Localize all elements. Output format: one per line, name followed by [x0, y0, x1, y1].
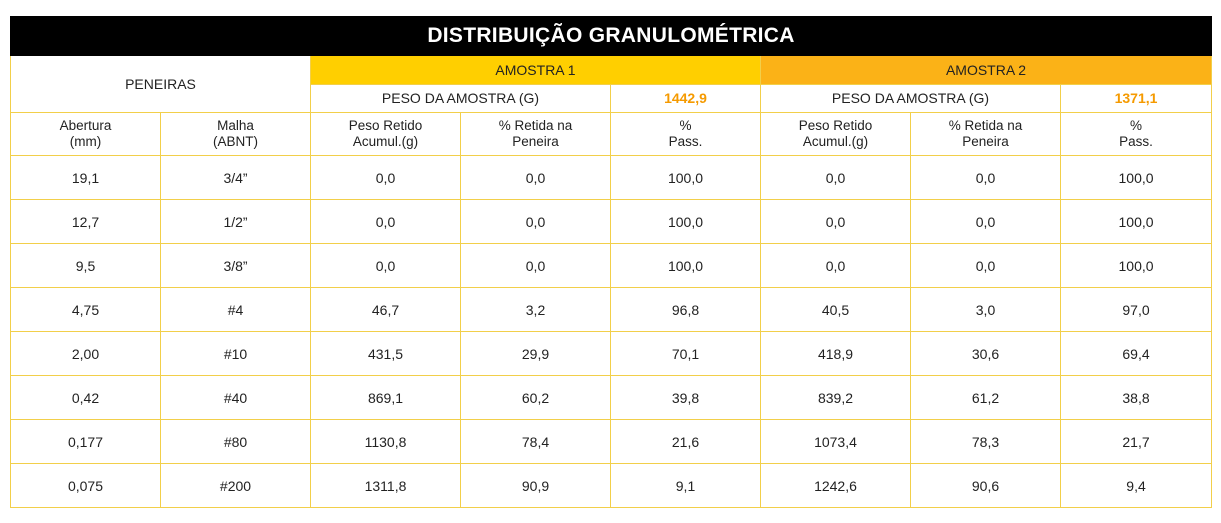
granulometry-table-container: DISTRIBUIÇÃO GRANULOMÉTRICA PENEIRAS AMO… — [9, 16, 1213, 508]
cell-peso-retido-2: 418,9 — [760, 331, 911, 376]
cell-peso-retido-1: 0,0 — [310, 155, 461, 200]
cell-pct-pass-1: 100,0 — [610, 243, 761, 288]
cell-peso-retido-2: 839,2 — [760, 375, 911, 420]
cell-abertura: 0,42 — [10, 375, 161, 420]
cell-pct-retida-2: 0,0 — [910, 199, 1061, 244]
cell-pct-pass-2: 21,7 — [1059, 419, 1213, 464]
cell-malha: #40 — [160, 375, 311, 420]
cell-pct-retida-1: 90,9 — [460, 463, 611, 508]
col-header-pct-pass-1: % Pass. — [610, 112, 761, 156]
table-row: 4,75 #4 46,7 3,2 96,8 40,5 3,0 97,0 — [10, 287, 1213, 332]
granulometry-table: DISTRIBUIÇÃO GRANULOMÉTRICA PENEIRAS AMO… — [9, 16, 1213, 508]
cell-pct-retida-1: 0,0 — [460, 243, 611, 288]
col-header-pct-retida-1: % Retida na Peneira — [460, 112, 611, 156]
cell-pct-retida-1: 60,2 — [460, 375, 611, 420]
cell-peso-retido-1: 431,5 — [310, 331, 461, 376]
cell-pct-retida-1: 0,0 — [460, 155, 611, 200]
cell-malha: 1/2” — [160, 199, 311, 244]
cell-malha: 3/4” — [160, 155, 311, 200]
table-row: 9,5 3/8” 0,0 0,0 100,0 0,0 0,0 100,0 — [10, 243, 1213, 288]
cell-peso-retido-1: 0,0 — [310, 243, 461, 288]
cell-pct-retida-1: 3,2 — [460, 287, 611, 332]
cell-pct-pass-1: 39,8 — [610, 375, 761, 420]
cell-pct-pass-1: 70,1 — [610, 331, 761, 376]
col-header-malha: Malha (ABNT) — [160, 112, 311, 156]
cell-abertura: 2,00 — [10, 331, 161, 376]
cell-pct-retida-2: 78,3 — [910, 419, 1061, 464]
cell-pct-retida-1: 78,4 — [460, 419, 611, 464]
cell-malha: #4 — [160, 287, 311, 332]
cell-pct-retida-1: 0,0 — [460, 199, 611, 244]
cell-pct-retida-2: 90,6 — [910, 463, 1061, 508]
cell-pct-retida-1: 29,9 — [460, 331, 611, 376]
cell-abertura: 19,1 — [10, 155, 161, 200]
col-header-pct-pass-2: % Pass. — [1059, 112, 1213, 156]
cell-pct-pass-1: 21,6 — [610, 419, 761, 464]
peneiras-header: PENEIRAS — [10, 55, 311, 113]
amostra1-peso-value: 1442,9 — [610, 83, 761, 113]
cell-peso-retido-1: 1311,8 — [310, 463, 461, 508]
cell-peso-retido-1: 1130,8 — [310, 419, 461, 464]
table-row: 0,075 #200 1311,8 90,9 9,1 1242,6 90,6 9… — [10, 463, 1213, 508]
cell-abertura: 4,75 — [10, 287, 161, 332]
cell-pct-retida-2: 3,0 — [910, 287, 1061, 332]
cell-pct-retida-2: 61,2 — [910, 375, 1061, 420]
cell-pct-retida-2: 30,6 — [910, 331, 1061, 376]
cell-pct-pass-2: 100,0 — [1059, 199, 1213, 244]
amostra1-peso-label: PESO DA AMOSTRA (G) — [310, 83, 611, 113]
cell-pct-pass-2: 100,0 — [1059, 155, 1213, 200]
cell-peso-retido-1: 869,1 — [310, 375, 461, 420]
cell-pct-pass-1: 9,1 — [610, 463, 761, 508]
table-title: DISTRIBUIÇÃO GRANULOMÉTRICA — [9, 16, 1213, 56]
cell-pct-pass-1: 100,0 — [610, 199, 761, 244]
table-row: 0,177 #80 1130,8 78,4 21,6 1073,4 78,3 2… — [10, 419, 1213, 464]
cell-peso-retido-2: 1242,6 — [760, 463, 911, 508]
table-row: 0,42 #40 869,1 60,2 39,8 839,2 61,2 38,8 — [10, 375, 1213, 420]
cell-malha: 3/8” — [160, 243, 311, 288]
cell-abertura: 0,177 — [10, 419, 161, 464]
cell-pct-pass-2: 9,4 — [1059, 463, 1213, 508]
cell-pct-pass-2: 69,4 — [1059, 331, 1213, 376]
col-header-abertura: Abertura (mm) — [10, 112, 161, 156]
col-header-peso-retido-2: Peso Retido Acumul.(g) — [760, 112, 911, 156]
col-header-pct-retida-2: % Retida na Peneira — [910, 112, 1061, 156]
cell-peso-retido-1: 0,0 — [310, 199, 461, 244]
cell-malha: #10 — [160, 331, 311, 376]
amostra2-peso-label: PESO DA AMOSTRA (G) — [760, 83, 1061, 113]
cell-pct-pass-2: 100,0 — [1059, 243, 1213, 288]
cell-peso-retido-2: 0,0 — [760, 243, 911, 288]
cell-malha: #80 — [160, 419, 311, 464]
cell-peso-retido-1: 46,7 — [310, 287, 461, 332]
column-header-row: Abertura (mm) Malha (ABNT) Peso Retido Acum… — [10, 112, 1213, 156]
cell-peso-retido-2: 0,0 — [760, 199, 911, 244]
col-header-peso-retido-1: Peso Retido Acumul.(g) — [310, 112, 461, 156]
cell-pct-retida-2: 0,0 — [910, 155, 1061, 200]
cell-abertura: 0,075 — [10, 463, 161, 508]
cell-peso-retido-2: 0,0 — [760, 155, 911, 200]
cell-abertura: 12,7 — [10, 199, 161, 244]
cell-peso-retido-2: 40,5 — [760, 287, 911, 332]
amostra2-header: AMOSTRA 2 — [759, 55, 1213, 85]
cell-pct-retida-2: 0,0 — [910, 243, 1061, 288]
cell-pct-pass-2: 97,0 — [1059, 287, 1213, 332]
cell-pct-pass-1: 96,8 — [610, 287, 761, 332]
cell-malha: #200 — [160, 463, 311, 508]
amostra1-header: AMOSTRA 1 — [310, 55, 761, 85]
cell-peso-retido-2: 1073,4 — [760, 419, 911, 464]
cell-pct-pass-2: 38,8 — [1059, 375, 1213, 420]
table-row: 19,1 3/4” 0,0 0,0 100,0 0,0 0,0 100,0 — [10, 155, 1213, 200]
cell-abertura: 9,5 — [10, 243, 161, 288]
amostra2-peso-value: 1371,1 — [1059, 83, 1213, 113]
table-row: 12,7 1/2” 0,0 0,0 100,0 0,0 0,0 100,0 — [10, 199, 1213, 244]
table-row: 2,00 #10 431,5 29,9 70,1 418,9 30,6 69,4 — [10, 331, 1213, 376]
cell-pct-pass-1: 100,0 — [610, 155, 761, 200]
table-body: 19,1 3/4” 0,0 0,0 100,0 0,0 0,0 100,0 12… — [10, 155, 1213, 508]
